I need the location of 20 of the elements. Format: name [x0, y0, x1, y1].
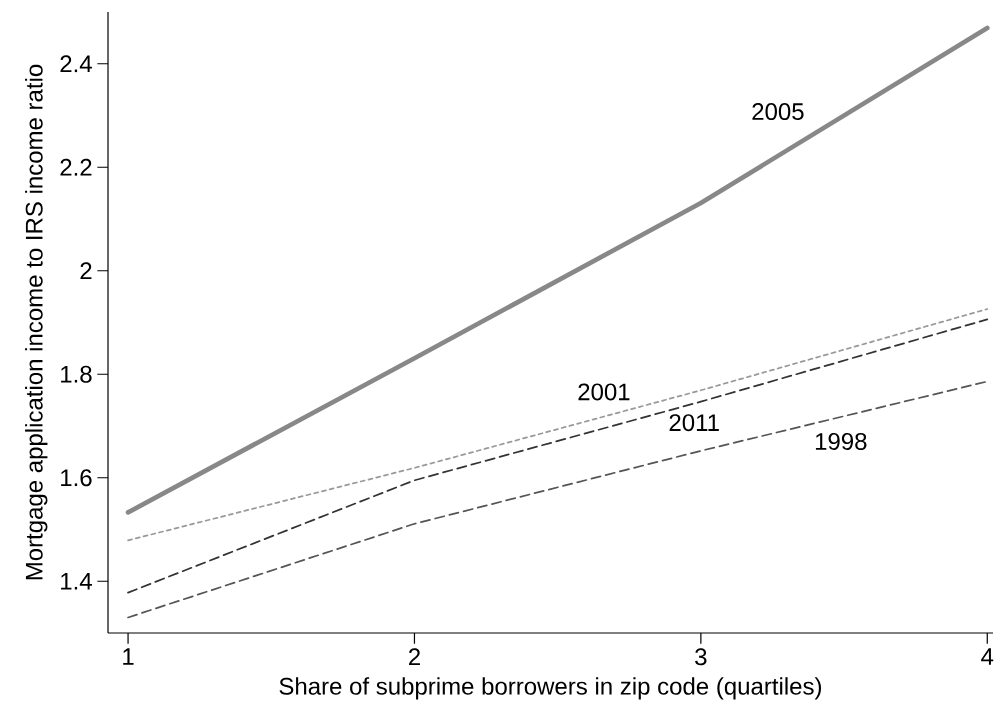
y-tick-label: 1.8: [61, 365, 92, 383]
series-label: 1998: [815, 432, 867, 450]
y-tick-label: 2.2: [60, 158, 92, 176]
y-tick-label: 2.4: [60, 55, 92, 73]
x-tick-label: 4: [981, 648, 994, 665]
line-series: [125, 25, 990, 515]
y-axis-title: Mortgage application income to IRS income ratio: [25, 64, 48, 580]
y-tick-label: 2: [80, 262, 92, 280]
y-tick-label: 1.4: [61, 572, 92, 590]
series-label: 2001: [578, 383, 630, 401]
line-series: [127, 380, 989, 619]
x-tick-label: 1: [123, 648, 134, 665]
x-tick-label: 3: [695, 648, 707, 666]
y-tick-label: 1.6: [61, 469, 92, 487]
series-label: 2005: [752, 103, 804, 121]
line-series: [127, 318, 989, 594]
series-label: 2011: [669, 414, 719, 432]
line-series: [127, 308, 989, 542]
x-tick-label: 2: [409, 648, 420, 666]
x-axis-title: Share of subprime borrowers in zip code (quartiles): [279, 677, 822, 700]
